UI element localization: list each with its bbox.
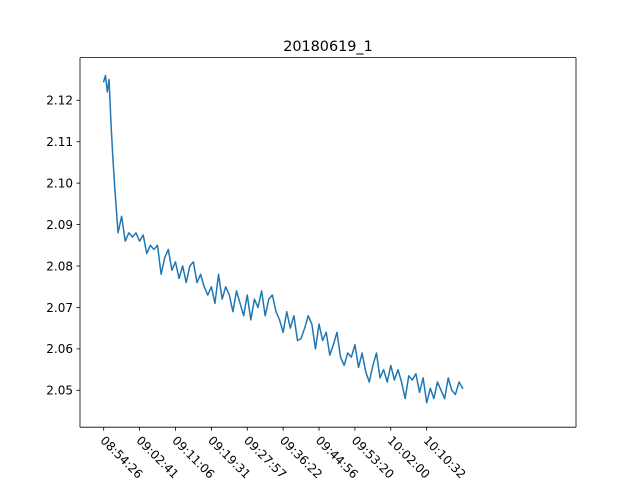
axes-frame bbox=[79, 57, 577, 428]
y-tick-label: 2.11 bbox=[46, 135, 73, 149]
series-layer bbox=[102, 74, 464, 404]
y-axis: 2.05 2.06 2.07 2.08 2.09 2.10 2.11 2.12 bbox=[46, 94, 80, 398]
y-tick-label: 2.10 bbox=[46, 176, 73, 190]
y-tick-label: 2.08 bbox=[46, 259, 73, 273]
y-tick-label: 2.12 bbox=[46, 94, 73, 108]
series-line bbox=[102, 74, 464, 404]
plot-area bbox=[80, 57, 576, 428]
y-tick-label: 2.06 bbox=[46, 342, 73, 356]
y-tick-label: 2.09 bbox=[46, 218, 73, 232]
y-tick-label: 2.05 bbox=[46, 384, 73, 398]
y-tick-label: 2.07 bbox=[46, 301, 73, 315]
chart-title: 20180619_1 bbox=[283, 39, 373, 55]
